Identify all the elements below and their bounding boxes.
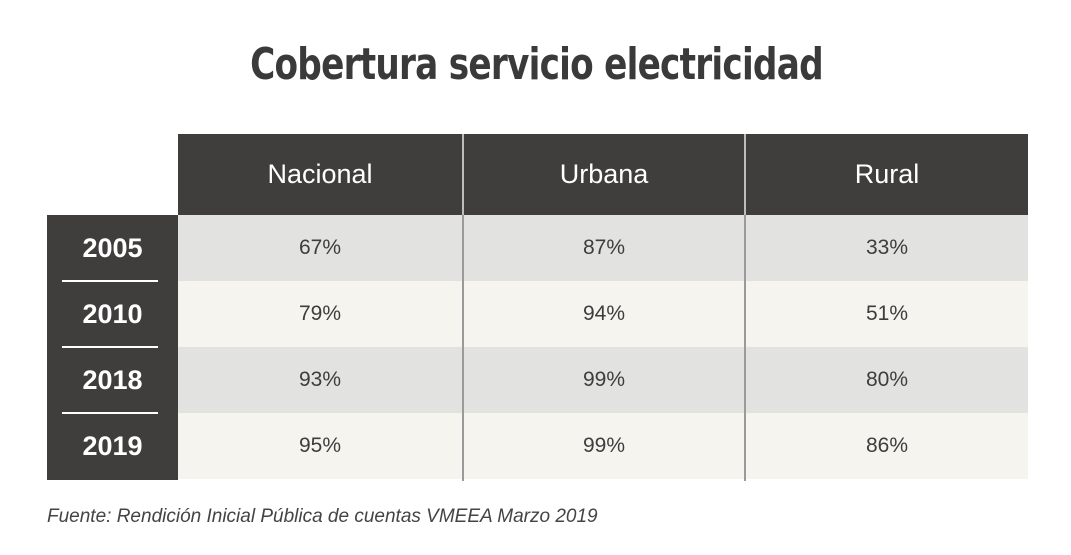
table-cell: 93%	[298, 368, 342, 391]
column-header-urbana: Urbana	[464, 134, 744, 215]
column-header-rural: Rural	[746, 134, 1028, 215]
table-cell: 95%	[298, 434, 342, 457]
column-divider	[744, 215, 746, 481]
table-cell: 87%	[582, 236, 626, 259]
row-year: 2005	[82, 232, 143, 263]
header-divider	[462, 134, 464, 215]
year-divider	[62, 280, 158, 282]
chart-title: Cobertura servicio electricidad	[250, 39, 824, 90]
table-row	[178, 413, 1028, 479]
table-cell: 99%	[582, 368, 626, 391]
source-note: Fuente: Rendición Inicial Pública de cue…	[47, 506, 598, 527]
table-cell: 33%	[865, 236, 909, 259]
column-header-nacional: Nacional	[178, 134, 462, 215]
year-divider	[62, 412, 158, 414]
table-cell: 99%	[582, 434, 626, 457]
table-cell: 86%	[865, 434, 909, 457]
table-row	[178, 347, 1028, 413]
table-cell: 79%	[298, 302, 342, 325]
row-year: 2019	[82, 430, 143, 461]
header-divider	[744, 134, 746, 215]
table-cell: 51%	[865, 302, 909, 325]
table-cell: 67%	[298, 236, 342, 259]
table-cell: 94%	[582, 302, 626, 325]
row-year: 2010	[82, 298, 143, 329]
table-row	[178, 215, 1028, 281]
table-row	[178, 281, 1028, 347]
row-year: 2018	[82, 364, 143, 395]
table-cell: 80%	[865, 368, 909, 391]
column-divider	[462, 215, 464, 481]
year-divider	[62, 346, 158, 348]
